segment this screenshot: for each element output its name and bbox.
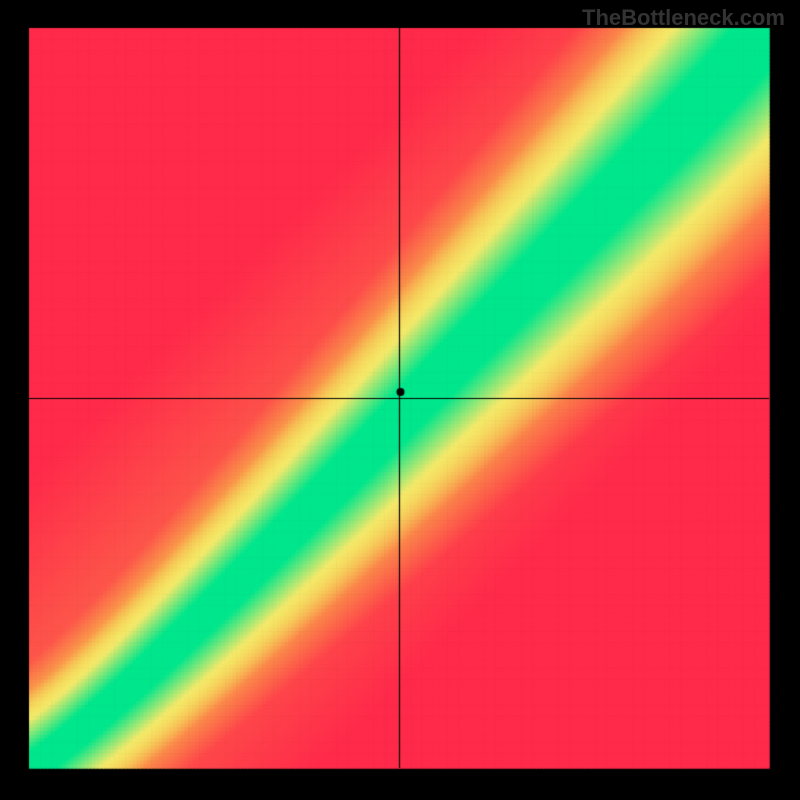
chart-stage: { "canvas": { "width": 800, "height": 80… <box>0 0 800 800</box>
watermark-text: TheBottleneck.com <box>582 5 785 31</box>
heatmap-canvas <box>0 0 800 800</box>
